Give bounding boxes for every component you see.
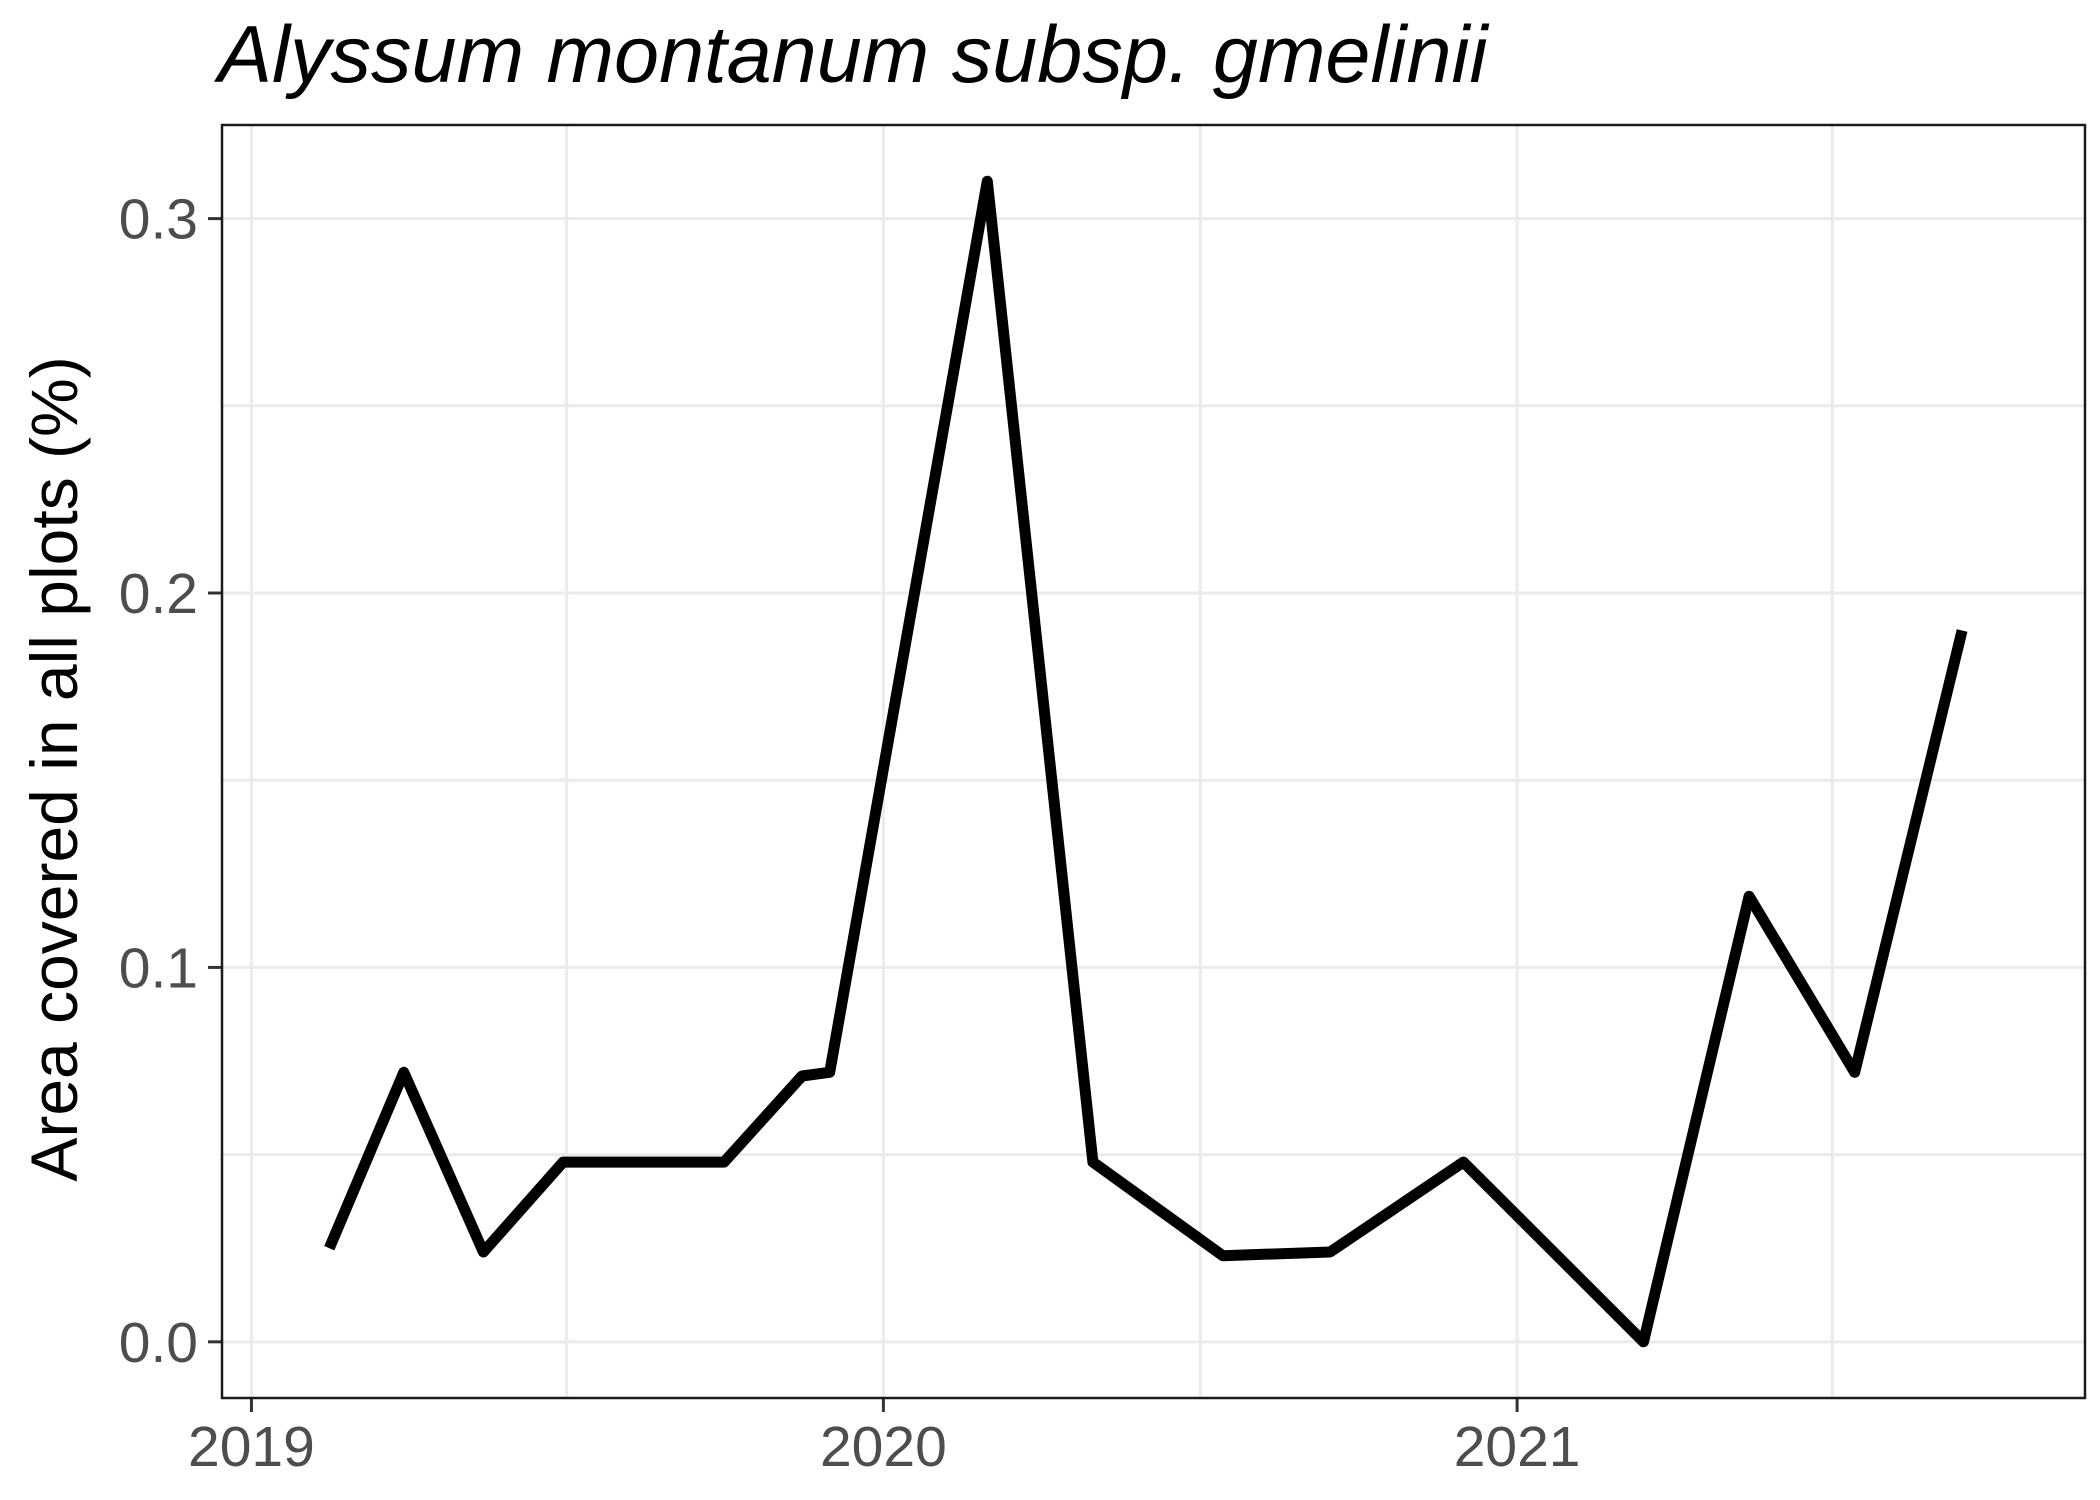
gridlines	[222, 125, 2085, 1398]
y-tick-label: 0.0	[119, 1311, 198, 1375]
x-tick-label: 2021	[1454, 1415, 1581, 1479]
x-tick-label: 2020	[820, 1415, 947, 1479]
y-tick-label: 0.3	[119, 188, 198, 252]
y-axis-label: Area covered in all plots (%)	[17, 356, 91, 1181]
plot-panel	[220, 123, 2087, 1400]
axis-ticks	[208, 217, 1519, 1412]
x-tick-label: 2019	[188, 1415, 315, 1479]
chart-title: Alyssum montanum subsp. gmelinii	[214, 10, 1490, 100]
x-axis-tick-labels: 2019 2020 2021	[188, 1415, 1580, 1479]
y-tick-label: 0.1	[119, 936, 198, 1000]
series-line	[324, 175, 1968, 1348]
y-axis-tick-labels: 0.0 0.1 0.2 0.3	[119, 188, 198, 1375]
y-tick-label: 0.2	[119, 562, 198, 626]
